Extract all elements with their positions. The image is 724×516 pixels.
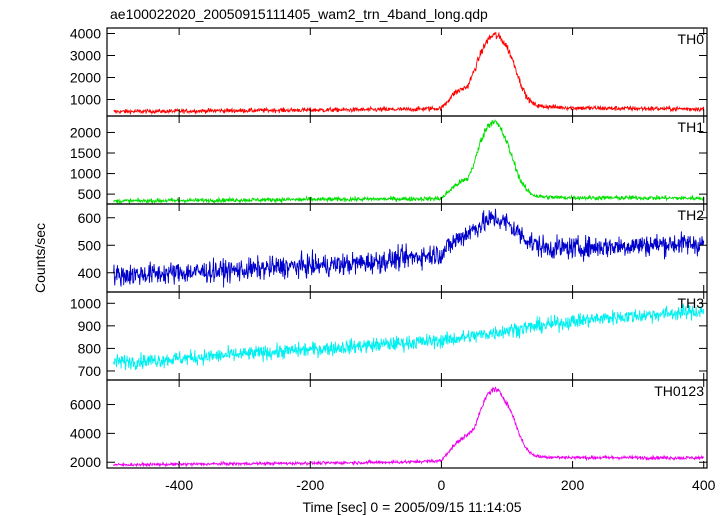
panel-frame — [106, 291, 708, 381]
panel-label-th0123: TH0123 — [654, 383, 704, 399]
panel-th2: 400 500 600 TH2 — [78, 203, 708, 293]
y-tick-label: 2000 — [70, 70, 101, 86]
panel-label-th2: TH2 — [678, 207, 705, 223]
series-line-th0 — [113, 31, 705, 115]
panel-frame — [106, 379, 708, 469]
y-tick-label: 1500 — [70, 145, 101, 161]
y-tick-label: 2000 — [70, 454, 101, 470]
y-tick-label: 1000 — [70, 166, 101, 182]
panel-label-th3: TH3 — [678, 295, 705, 311]
panel-th0123: 2000 4000 6000 TH0123 — [70, 379, 708, 470]
y-axis-label: Counts/sec — [32, 223, 48, 293]
y-tick-label: 400 — [78, 265, 102, 281]
panel-th1: 500 1000 1500 2000 TH1 — [70, 115, 708, 205]
y-tick-label: 6000 — [70, 397, 101, 413]
y-tick-label: 800 — [78, 340, 102, 356]
y-tick-label: 500 — [78, 237, 102, 253]
series-line-th0123 — [113, 386, 704, 468]
y-tick-label: 3000 — [70, 48, 101, 64]
series-line-th2 — [113, 208, 705, 288]
panel-frame — [106, 115, 708, 205]
y-tick-label: 500 — [78, 186, 102, 202]
panel-frame — [106, 203, 708, 293]
x-tick-label: 400 — [692, 477, 716, 493]
series-line-th3 — [113, 302, 705, 371]
panel-label-th1: TH1 — [678, 119, 705, 135]
x-tick-label: -400 — [165, 477, 193, 493]
panel-th3: 700 800 900 1000 TH3 — [70, 291, 708, 381]
x-tick-label: 200 — [561, 477, 585, 493]
y-tick-label: 1000 — [70, 92, 101, 108]
panel-label-th0: TH0 — [678, 31, 705, 47]
y-tick-label: 4000 — [70, 26, 101, 42]
y-tick-label: 600 — [78, 210, 102, 226]
y-tick-label: 900 — [78, 318, 102, 334]
x-axis-label: Time [sec] 0 = 2005/09/15 11:14:05 — [302, 499, 521, 515]
y-tick-label: 2000 — [70, 124, 101, 140]
y-tick-label: 4000 — [70, 425, 101, 441]
y-tick-label: 1000 — [70, 295, 101, 311]
series-line-th1 — [113, 119, 705, 204]
x-tick-label: 0 — [438, 477, 446, 493]
panel-frame — [106, 27, 708, 117]
panel-th0: 1000 2000 3000 4000 TH0 — [70, 26, 708, 117]
x-tick-label: -200 — [296, 477, 324, 493]
y-tick-label: 700 — [78, 363, 102, 379]
chart-title: ae100022020_20050915111405_wam2_trn_4ban… — [110, 6, 488, 22]
